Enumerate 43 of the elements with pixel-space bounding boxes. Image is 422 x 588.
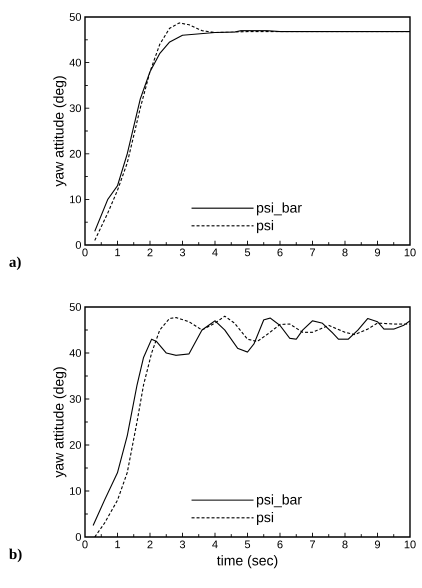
- x-tick-label: 0: [82, 540, 88, 548]
- x-tick-label: 10: [404, 248, 416, 256]
- x-tick-label: 4: [212, 540, 218, 548]
- x-tick-label: 7: [310, 248, 316, 256]
- x-tick-label: 6: [278, 540, 283, 548]
- text: a): [9, 256, 21, 270]
- x-tick-label: 6: [278, 248, 283, 256]
- x-tick-label: 5: [244, 540, 250, 548]
- x-tick-label: 5: [244, 248, 250, 256]
- x-tick-label: 2: [147, 248, 153, 256]
- x-tick-label: 4: [212, 248, 218, 256]
- x-tick-label: 1: [115, 248, 120, 256]
- x-tick-label: 9: [374, 540, 380, 548]
- x-tick-label: 0: [82, 248, 88, 256]
- x-tick-label: 9: [374, 248, 380, 256]
- y-tick-label: 50: [70, 13, 82, 21]
- y-tick-label: 20: [70, 150, 82, 158]
- y-tick-label: 40: [69, 349, 82, 357]
- y-tick-label: 30: [70, 104, 82, 112]
- x-tick-label: 8: [342, 540, 348, 548]
- y-tick-label: 10: [70, 487, 82, 495]
- y-tick-label: 0: [76, 241, 82, 249]
- x-tick-label: 2: [147, 540, 153, 548]
- x-tick-label: 3: [180, 540, 186, 548]
- y-tick-label: 20: [70, 441, 82, 449]
- x-tick-label: 8: [342, 248, 348, 256]
- legend-label: psi_bar: [256, 202, 302, 216]
- y-axis-title: yaw attitude (deg): [53, 76, 66, 187]
- legend-label: psi: [256, 512, 274, 525]
- legend-label: psi: [256, 220, 274, 234]
- x-tick-label: 3: [180, 248, 186, 256]
- x-tick-label: 1: [115, 540, 120, 548]
- y-tick-label: 30: [70, 395, 82, 403]
- y-axis-title: yaw attitude (deg): [53, 367, 66, 478]
- y-tick-label: 10: [70, 196, 82, 204]
- x-tick-label: 7: [310, 540, 316, 548]
- x-axis-title: time (sec): [216, 555, 278, 568]
- y-tick-label: 50: [70, 303, 82, 311]
- text: b): [9, 548, 22, 562]
- y-tick-label: 40: [69, 58, 82, 66]
- y-tick-label: 0: [76, 533, 82, 541]
- legend-label: psi_bar: [256, 494, 302, 508]
- x-tick-label: 10: [404, 540, 416, 548]
